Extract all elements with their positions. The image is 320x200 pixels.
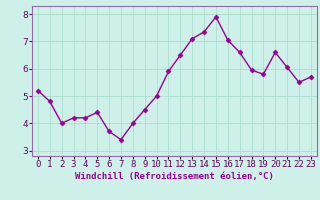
X-axis label: Windchill (Refroidissement éolien,°C): Windchill (Refroidissement éolien,°C) [75,172,274,181]
